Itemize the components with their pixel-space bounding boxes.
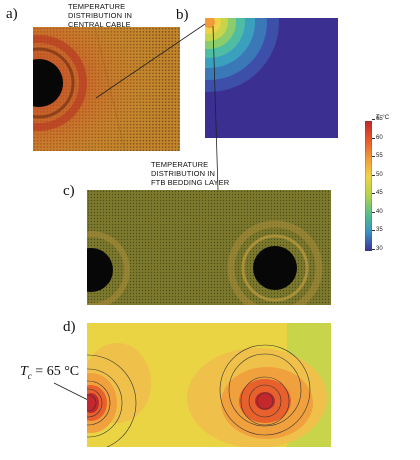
colorbar-tick-label: 30 [372,246,383,252]
colorbar-tick-label: 65 [372,116,383,122]
panel-d-temperature-contours [87,323,331,447]
note-central-cable: TEMPERATURE DISTRIBUTION IN CENTRAL CABL… [68,2,132,29]
note-line: FTB BEDDING LAYER [151,178,230,187]
colorbar-tick-label: 55 [372,153,383,160]
panel-label-c: c) [63,183,75,199]
panel-label-b: b) [176,7,189,23]
panel-label-a: a) [6,6,18,22]
panel-label-d: d) [63,319,76,335]
note-line: DISTRIBUTION IN [68,11,133,20]
panel-a-central-cable-mesh [33,27,180,151]
annotation-symbol: T [20,364,28,379]
core-temperature-annotation: Tc = 65 °C [20,364,79,381]
colorbar [365,121,372,251]
colorbar-tick-label: 40 [372,208,383,215]
panel-b-temperature-field [205,18,338,138]
note-line: TEMPERATURE [68,2,126,11]
colorbar-ticks: 65 60 55 50 45 40 35 30 [372,116,406,254]
colorbar-tick-label: 60 [372,134,383,141]
annotation-value: = 65 °C [31,364,80,379]
note-ftb-bedding: TEMPERATURE DISTRIBUTION IN FTB BEDDING … [151,160,229,187]
panel-c-bedding-layer-mesh [87,190,331,305]
note-line: DISTRIBUTION IN [151,169,216,178]
note-line: TEMPERATURE [151,160,209,169]
colorbar-title: T, °C [376,115,390,121]
colorbar-tick-label: 50 [372,171,383,178]
colorbar-tick-label: 35 [372,227,383,234]
annotation-subscript: c [27,370,32,381]
colorbar-tick-label: 45 [372,190,383,197]
